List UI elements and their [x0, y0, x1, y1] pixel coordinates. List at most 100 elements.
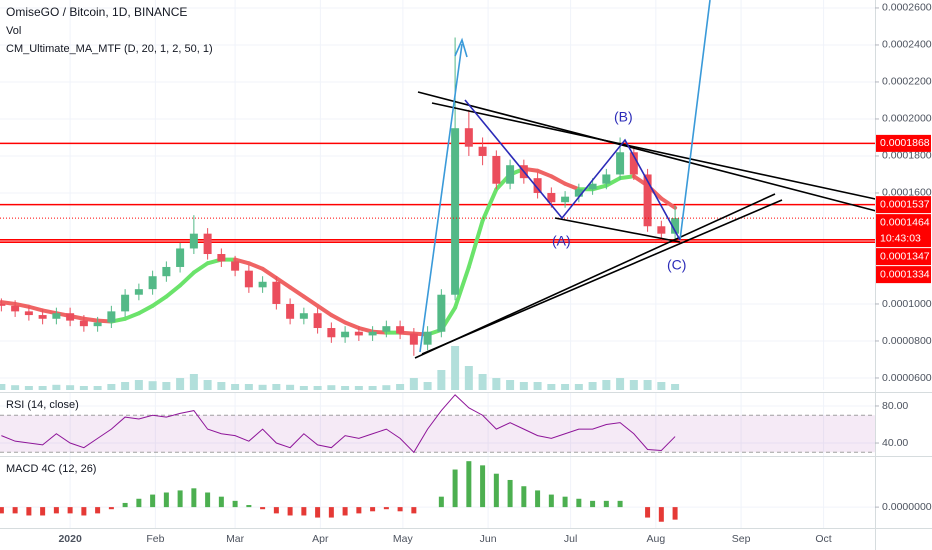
volume-bar [217, 382, 226, 390]
ma-segment [356, 326, 375, 334]
macd-bar [246, 505, 252, 508]
arrow-head [454, 37, 468, 58]
annotation: (B) [614, 109, 633, 125]
candle-body [547, 192, 556, 203]
candle-body [258, 281, 267, 288]
ma-segment [659, 196, 678, 210]
volume-bar [561, 384, 570, 390]
candle-body [354, 331, 363, 336]
candle-body [574, 189, 583, 197]
volume-bar [121, 382, 130, 390]
ma-segment [563, 181, 581, 192]
volume-bar [629, 380, 638, 390]
candle-body [506, 165, 515, 184]
x-tick-label: Mar [226, 533, 245, 545]
volume-bar [107, 384, 116, 390]
macd-bar [53, 507, 59, 514]
macd-bar [535, 490, 541, 508]
macd-bar [177, 490, 183, 508]
x-tick-label: Oct [815, 533, 831, 545]
marks [0, 37, 875, 522]
ma-segment [40, 308, 59, 316]
macd-bar [122, 502, 128, 508]
y-tick-label: 0.0000600 [882, 372, 932, 384]
macd-bar [672, 507, 678, 520]
volume-bar [643, 380, 652, 390]
macd-label: MACD 4C (12, 26) [6, 463, 96, 475]
volume-bar [409, 378, 418, 390]
volume-bar [671, 384, 680, 390]
macd-bar [218, 496, 224, 508]
volume-bar [396, 384, 405, 390]
ma-segment [288, 285, 306, 299]
volume-bar [0, 384, 6, 390]
candle-body [327, 328, 336, 338]
ma-segment [315, 303, 334, 318]
volume-bar [79, 386, 88, 390]
candle-body [38, 315, 47, 319]
volume-bar [231, 384, 240, 390]
candle-body [492, 155, 501, 184]
candle-body [0, 303, 6, 306]
macd-bar [466, 461, 472, 508]
volume-bar [286, 384, 295, 390]
candle-body [189, 233, 198, 249]
x-tick-label: Jul [564, 533, 577, 545]
ma-label: CM_Ultimate_MA_MTF (D, 20, 1, 2, 50, 1) [6, 43, 213, 55]
macd-bar [480, 465, 486, 508]
macd-bar [81, 507, 87, 516]
volume-bar [506, 380, 515, 390]
ma-segment [549, 174, 568, 186]
macd-bar [658, 507, 664, 522]
candle-body [396, 326, 405, 334]
volume-bar [189, 374, 198, 390]
x-tick-label: Apr [312, 533, 329, 545]
candle-body [602, 174, 611, 184]
y-tick-label: 0.0002000 [882, 113, 932, 125]
ma-segment [274, 276, 293, 290]
candle-body [79, 320, 88, 327]
y-tick-label: 0.0000800 [882, 335, 932, 347]
macd-bar [645, 507, 651, 518]
ma-segment [604, 176, 623, 188]
volume-bar [176, 378, 185, 390]
candle-body [464, 128, 473, 147]
x-tick-label: May [393, 533, 414, 545]
candle-body [451, 128, 460, 295]
candle-body [629, 152, 638, 175]
volume-bar [478, 374, 487, 390]
candle-body [437, 294, 446, 332]
volume-bar [368, 386, 377, 390]
macd-bar [260, 507, 266, 510]
macd-bar [273, 507, 279, 514]
price-label-box [876, 214, 931, 248]
trend-line [554, 217, 681, 243]
ma-segment [164, 283, 183, 299]
ma-segment [329, 313, 348, 325]
volume-bar [657, 382, 666, 390]
price-label-box [876, 248, 931, 266]
ma-segment [466, 218, 485, 269]
price-label-box [876, 196, 931, 214]
macd-bar [205, 492, 211, 508]
candle-body [313, 313, 322, 329]
volume-bar [547, 384, 556, 390]
candle-body [671, 218, 680, 234]
x-tick-label: Feb [146, 533, 164, 545]
volume-bar [616, 378, 625, 390]
candle-body [162, 266, 171, 277]
x-tick-label: Aug [646, 533, 665, 545]
rsi-line [1, 394, 676, 454]
y-tick-label: 80.00 [882, 400, 908, 412]
volume-bar [11, 385, 20, 390]
ma-segment [81, 316, 100, 323]
candle-body [176, 248, 185, 267]
macd-bar [95, 507, 101, 514]
ma-segment [233, 257, 251, 266]
macd-bar [590, 500, 596, 508]
chart-title: OmiseGO / Bitcoin, 1D, BINANCE [6, 5, 187, 19]
volume-bar [93, 386, 102, 390]
price-label: 0.0001334 [880, 268, 930, 280]
candle-body [148, 276, 157, 290]
macd-bar [26, 507, 32, 516]
